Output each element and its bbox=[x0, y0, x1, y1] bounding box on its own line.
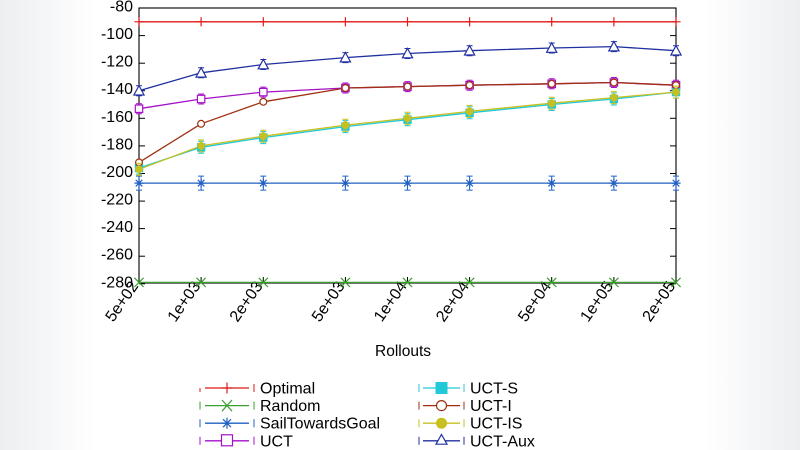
svg-text:-80: -80 bbox=[110, 0, 133, 16]
svg-text:-240: -240 bbox=[101, 219, 133, 236]
svg-text:UCT-S: UCT-S bbox=[470, 381, 518, 398]
svg-text:UCT-I: UCT-I bbox=[470, 398, 512, 415]
svg-text:UCT-Aux: UCT-Aux bbox=[470, 433, 535, 450]
svg-text:-120: -120 bbox=[101, 54, 133, 71]
svg-text:-260: -260 bbox=[101, 247, 133, 264]
svg-text:-200: -200 bbox=[101, 164, 133, 181]
svg-text:-100: -100 bbox=[101, 26, 133, 43]
svg-text:Rollouts: Rollouts bbox=[375, 343, 431, 360]
svg-text:SailTowardsGoal: SailTowardsGoal bbox=[260, 416, 380, 433]
svg-text:Optimal: Optimal bbox=[260, 381, 315, 398]
svg-text:UCT-IS: UCT-IS bbox=[470, 416, 522, 433]
svg-text:-160: -160 bbox=[101, 109, 133, 126]
svg-text:UCT: UCT bbox=[260, 433, 293, 450]
svg-text:-180: -180 bbox=[101, 136, 133, 153]
svg-text:-220: -220 bbox=[101, 192, 133, 209]
svg-text:Random: Random bbox=[260, 398, 320, 415]
svg-text:-140: -140 bbox=[101, 81, 133, 98]
